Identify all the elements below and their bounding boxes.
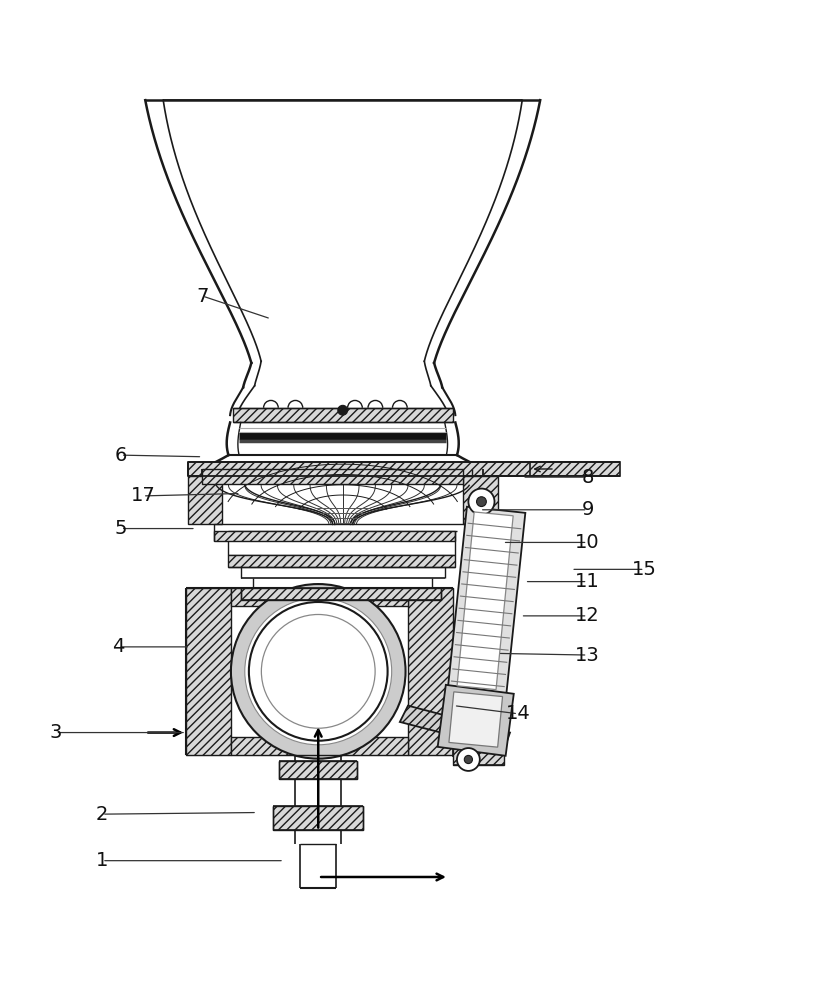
Bar — [231, 588, 408, 606]
Polygon shape — [163, 100, 522, 386]
Circle shape — [338, 405, 348, 415]
Text: 5: 5 — [114, 519, 127, 538]
Text: 13: 13 — [575, 646, 600, 665]
Bar — [202, 469, 463, 484]
Bar — [273, 806, 363, 830]
Text: 1: 1 — [95, 851, 109, 870]
Polygon shape — [145, 100, 540, 387]
Bar — [214, 531, 455, 541]
Bar — [279, 761, 357, 779]
Text: 17: 17 — [131, 486, 155, 505]
Bar — [233, 408, 453, 422]
Text: 6: 6 — [114, 446, 127, 465]
Polygon shape — [446, 507, 526, 715]
Bar — [453, 747, 504, 765]
Bar — [241, 588, 441, 600]
Text: 9: 9 — [581, 500, 594, 519]
Circle shape — [464, 755, 472, 764]
Circle shape — [231, 584, 406, 759]
Circle shape — [457, 748, 480, 771]
Circle shape — [477, 497, 486, 507]
Circle shape — [261, 614, 375, 728]
Text: 14: 14 — [506, 704, 530, 723]
Polygon shape — [457, 512, 513, 690]
Bar — [188, 462, 575, 476]
Text: 15: 15 — [632, 560, 657, 579]
Text: 8: 8 — [581, 468, 594, 487]
Polygon shape — [449, 692, 503, 747]
Circle shape — [249, 602, 388, 741]
Text: 2: 2 — [95, 805, 109, 824]
Text: 10: 10 — [575, 533, 600, 552]
Circle shape — [245, 598, 392, 745]
Text: 12: 12 — [575, 606, 600, 625]
Text: 3: 3 — [49, 723, 62, 742]
Bar — [186, 588, 231, 755]
Polygon shape — [238, 422, 447, 455]
Text: 4: 4 — [112, 637, 125, 656]
Bar — [186, 588, 453, 755]
Text: 11: 11 — [575, 572, 600, 591]
Text: 7: 7 — [196, 287, 209, 306]
Bar — [530, 462, 620, 476]
Bar — [463, 476, 498, 524]
Bar — [228, 555, 455, 567]
Circle shape — [468, 489, 494, 515]
Polygon shape — [400, 706, 510, 749]
Bar — [188, 476, 222, 524]
Bar — [408, 588, 453, 755]
Polygon shape — [437, 685, 514, 756]
Bar — [231, 737, 408, 755]
